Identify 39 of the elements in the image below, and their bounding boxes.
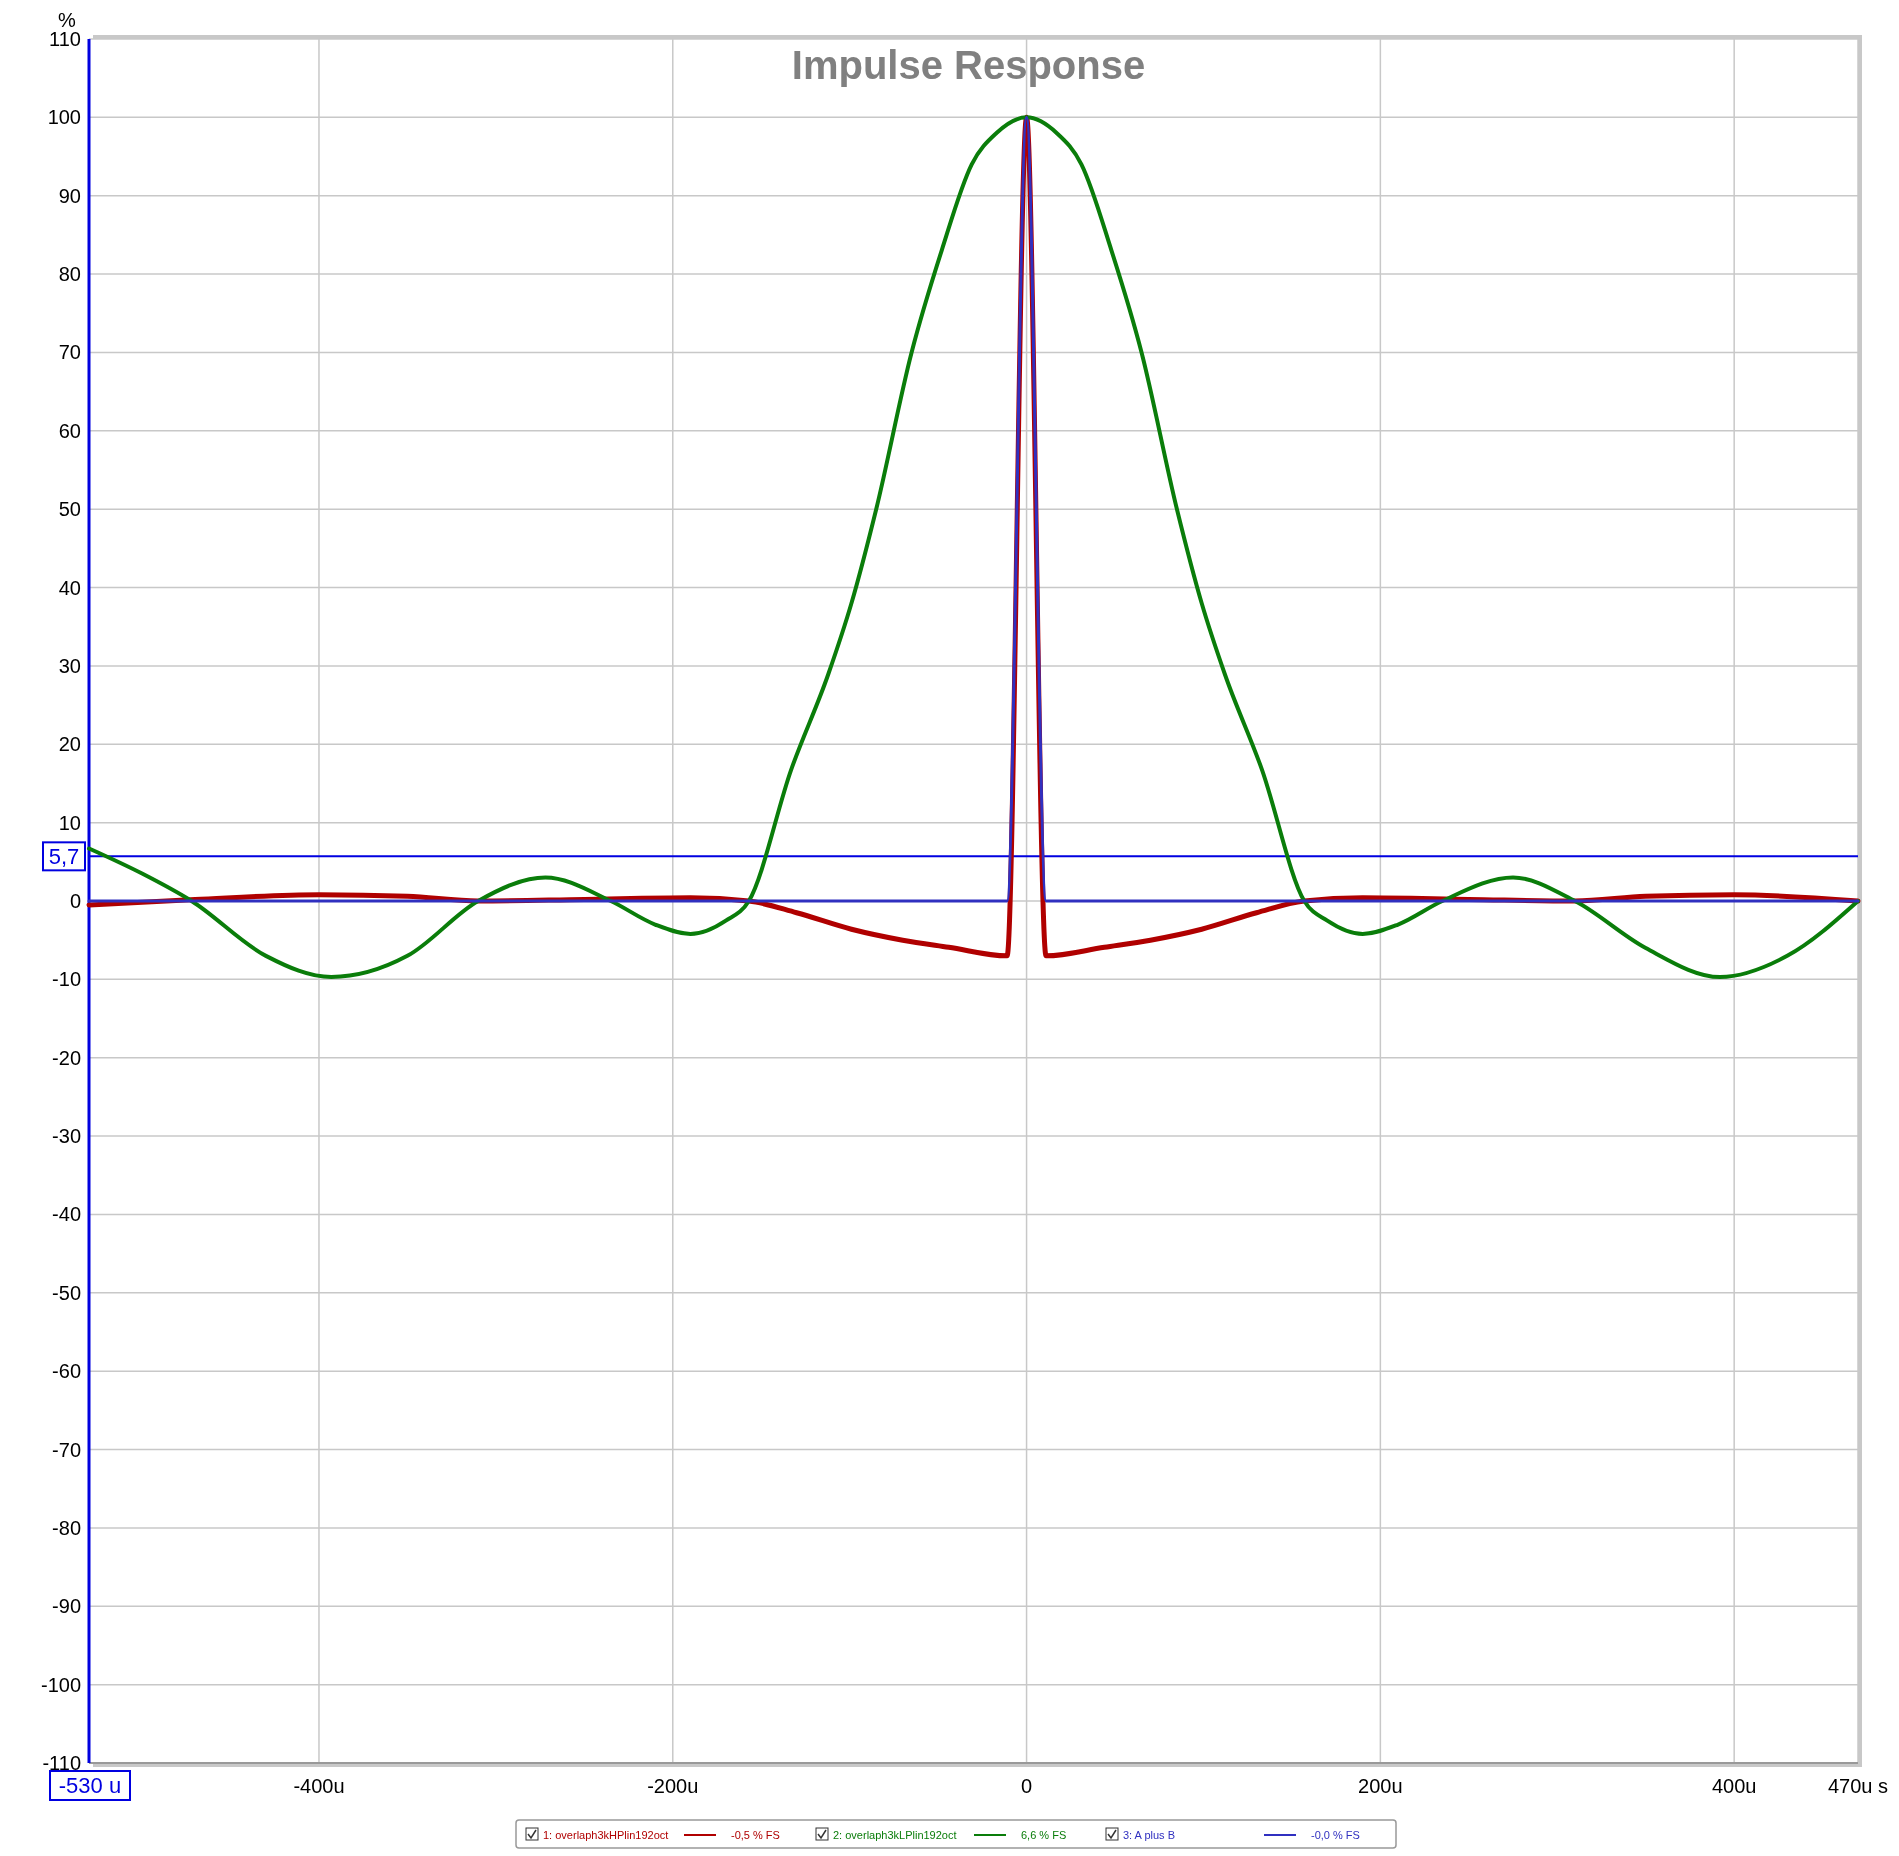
text: -0,0 % FS xyxy=(1311,1829,1360,1841)
y-tick-label: -50 xyxy=(52,1281,81,1304)
y-tick-label: -90 xyxy=(52,1595,81,1618)
y-tick-label: -100 xyxy=(40,1673,81,1696)
ref-line-label: 5,7 xyxy=(48,844,80,870)
x-tick-label: 400u xyxy=(1711,1775,1757,1797)
text: 1: overlaph3kHPlin192oct xyxy=(543,1829,669,1841)
y-tick-label: 40 xyxy=(58,576,81,599)
y-axis-title: % xyxy=(58,9,77,31)
x-tick-label: 200u xyxy=(1358,1775,1403,1797)
text: 2: overlaph3kLPlin192oct xyxy=(833,1829,957,1841)
text: -0,5 % FS xyxy=(731,1829,780,1841)
y-tick-label: 20 xyxy=(58,733,81,756)
x-tick-label: -530 u xyxy=(58,1773,122,1798)
y-tick-label: 90 xyxy=(58,184,81,207)
x-tick-label: 470u s xyxy=(1827,1775,1889,1797)
y-tick-label: 0 xyxy=(69,890,81,912)
y-tick-label: 80 xyxy=(58,263,81,286)
y-tick-label: -30 xyxy=(52,1125,81,1148)
y-tick-label: 60 xyxy=(58,419,81,442)
y-tick-label: 70 xyxy=(58,341,81,364)
x-tick-label: -400u xyxy=(293,1775,345,1797)
x-tick-label: -200u xyxy=(647,1775,699,1797)
y-tick-label: -10 xyxy=(52,968,81,991)
chart-title: Impulse Response xyxy=(791,43,1146,87)
y-tick-label: -110 xyxy=(42,1752,81,1774)
y-tick-label: 100 xyxy=(47,106,81,129)
y-tick-label: -80 xyxy=(52,1516,81,1539)
y-tick-label: -20 xyxy=(52,1046,81,1069)
y-tick-label: 110 xyxy=(49,28,81,50)
y-tick-label: 30 xyxy=(58,654,81,677)
x-tick-label: 0 xyxy=(1021,1775,1033,1797)
text: 6,6 % FS xyxy=(1021,1829,1067,1841)
y-tick-label: -60 xyxy=(52,1360,81,1383)
y-tick-label: -70 xyxy=(52,1438,81,1461)
text: 3: A plus B xyxy=(1123,1829,1175,1841)
y-tick-label: 10 xyxy=(58,811,81,834)
y-tick-label: 50 xyxy=(58,498,81,521)
y-tick-label: -40 xyxy=(52,1203,81,1226)
